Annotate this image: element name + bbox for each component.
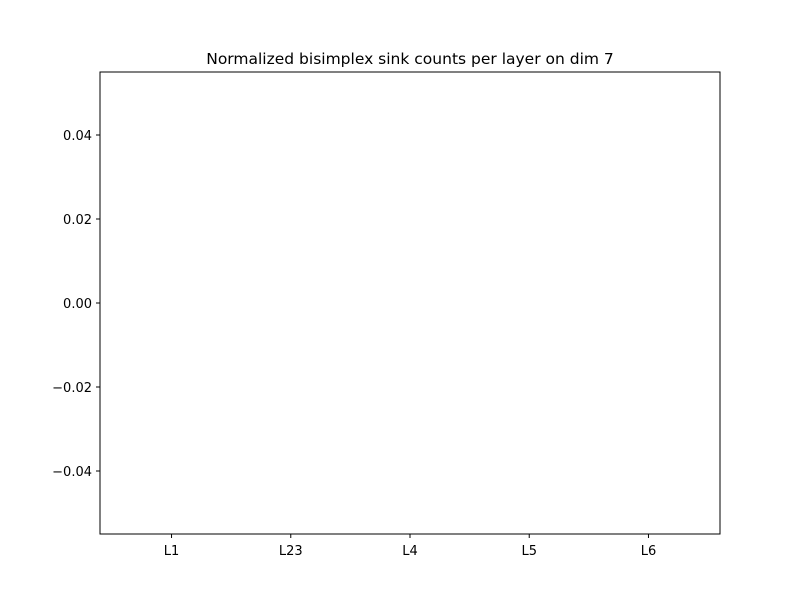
plot-area: 0.04 0.02 0.00 −0.02 −0.04 L1 L23 L4 L5 L6 [52, 71, 721, 559]
chart-title: Normalized bisimplex sink counts per lay… [206, 50, 614, 68]
x-tick-label: L23 [279, 544, 303, 559]
y-tick-label: 0.04 [63, 129, 92, 144]
x-tick-label: L6 [641, 544, 657, 559]
x-tick-label: L5 [521, 544, 537, 559]
y-tick-label: 0.00 [63, 297, 92, 312]
x-tick-label: L4 [402, 544, 418, 559]
y-tick-label: −0.02 [52, 381, 92, 396]
y-tick-label: −0.04 [52, 465, 92, 480]
x-tick-label: L1 [164, 544, 180, 559]
y-tick-label: 0.02 [63, 213, 92, 228]
